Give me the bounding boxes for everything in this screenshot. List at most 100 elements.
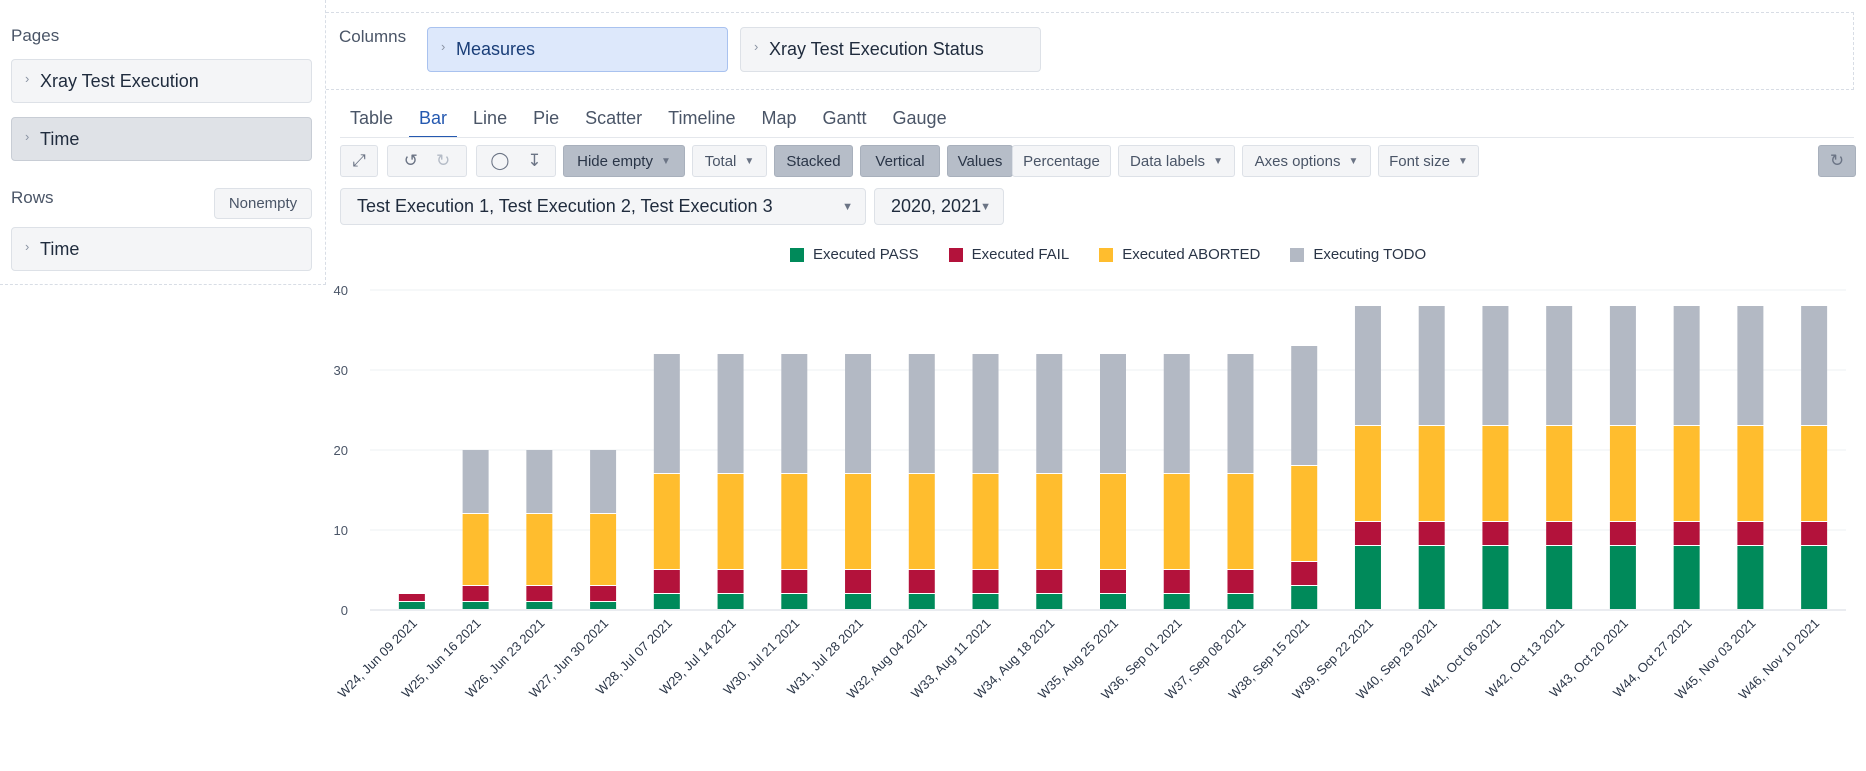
year-filter-value: 2020, 2021 (891, 196, 982, 216)
redo-icon[interactable]: ↻ (436, 151, 451, 170)
chevron-right-icon: › (25, 71, 30, 86)
tab-map[interactable]: Map (761, 108, 797, 128)
column-item-xray-status[interactable]: › Xray Test Execution Status (740, 27, 1041, 72)
bar-segment (1673, 522, 1700, 545)
bar-segment (1036, 594, 1063, 609)
bar-segment (1163, 570, 1190, 593)
bar-segment (1354, 522, 1381, 545)
tab-timeline[interactable]: Timeline (668, 108, 736, 128)
bar-segment (653, 594, 680, 609)
bar-segment (1036, 474, 1063, 569)
tab-gauge[interactable]: Gauge (892, 108, 947, 128)
bar-segment (1546, 546, 1573, 609)
bar-segment (1100, 474, 1126, 569)
bar-segment (1673, 426, 1700, 521)
bar-segment (590, 514, 617, 585)
bar-segment (1100, 354, 1126, 473)
legend-item-aborted[interactable]: Executed ABORTED (1099, 246, 1260, 263)
page-item-time[interactable]: › Time (11, 117, 312, 161)
legend-label: Executed ABORTED (1122, 246, 1261, 263)
bar-segment (1291, 466, 1318, 561)
test-execution-filter[interactable]: Test Execution 1, Test Execution 2, Test… (340, 188, 866, 225)
bar-segment (1291, 586, 1318, 609)
columns-area: Columns › Measures › Xray Test Execution… (326, 12, 1854, 90)
tab-bar[interactable]: Bar (409, 104, 458, 138)
chart-type-tabs: Table Bar Line Pie Scatter Timeline Map … (340, 104, 963, 138)
bar-segment (717, 570, 744, 593)
bar-segment (1036, 570, 1063, 593)
data-labels-dropdown[interactable]: Data labels ▼ (1118, 145, 1235, 177)
bar-segment (1354, 546, 1381, 609)
bar-segment (845, 570, 872, 593)
tab-gantt[interactable]: Gantt (822, 108, 867, 128)
bar-segment (1546, 522, 1573, 545)
bar-segment (1737, 546, 1764, 609)
bar-segment (1163, 474, 1190, 569)
bar-segment (590, 602, 617, 609)
legend-item-pass[interactable]: Executed PASS (790, 246, 919, 263)
undo-icon[interactable]: ↺ (403, 151, 418, 170)
chevron-down-icon: ▼ (1457, 155, 1468, 167)
comment-icon[interactable]: ◯ (490, 151, 510, 170)
bar-segment (1609, 522, 1636, 545)
row-item-time[interactable]: › Time (11, 227, 312, 271)
year-filter[interactable]: 2020, 2021 ▼ (874, 188, 1004, 225)
data-labels-label: Data labels (1130, 152, 1206, 170)
bar-segment (526, 602, 553, 609)
axes-options-dropdown[interactable]: Axes options ▼ (1242, 145, 1371, 177)
bar-segment (1546, 426, 1573, 521)
legend-item-fail[interactable]: Executed FAIL (948, 246, 1069, 263)
chevron-right-icon: › (754, 39, 759, 54)
bar-segment (717, 354, 744, 473)
hide-empty-dropdown[interactable]: Hide empty ▼ (563, 145, 685, 177)
export-icon[interactable]: ↧ (527, 151, 542, 170)
bar-segment (908, 594, 935, 609)
values-toggle[interactable]: Values (947, 145, 1013, 177)
bar-segment (781, 594, 808, 609)
axes-options-label: Axes options (1254, 152, 1341, 170)
column-item-measures[interactable]: › Measures (427, 27, 728, 72)
chevron-right-icon: › (441, 39, 446, 54)
bar-segment (1291, 562, 1318, 585)
vertical-toggle[interactable]: Vertical (860, 145, 940, 177)
bar-segment (1291, 346, 1318, 465)
rows-title: Rows (11, 188, 54, 207)
total-dropdown[interactable]: Total ▼ (692, 145, 767, 177)
font-size-dropdown[interactable]: Font size ▼ (1378, 145, 1479, 177)
tab-scatter[interactable]: Scatter (585, 108, 643, 128)
bar-segment (1737, 426, 1764, 521)
columns-title: Columns (339, 27, 407, 46)
y-tick-label: 30 (334, 363, 348, 378)
nonempty-button[interactable]: Nonempty (214, 188, 312, 219)
stacked-toggle[interactable]: Stacked (774, 145, 853, 177)
chevron-down-icon: ▼ (1213, 155, 1223, 167)
chevron-down-icon: ▼ (980, 200, 991, 213)
bar-segment (462, 586, 489, 601)
fullscreen-icon: ⤢ (352, 151, 366, 170)
page-item-label: Time (40, 128, 80, 149)
legend-item-todo[interactable]: Executing TODO (1290, 246, 1426, 263)
bar-segment (462, 602, 489, 609)
chevron-down-icon: ▼ (660, 155, 671, 167)
bar-segment (462, 450, 489, 513)
refresh-icon: ↻ (1829, 151, 1845, 170)
chevron-down-icon: ▼ (1348, 155, 1359, 167)
tabs-divider (340, 137, 1854, 138)
refresh-button[interactable]: ↻ (1818, 145, 1856, 177)
row-item-label: Time (40, 238, 80, 259)
tab-line[interactable]: Line (473, 108, 508, 128)
percentage-toggle[interactable]: Percentage (1012, 145, 1111, 177)
total-label: Total (704, 152, 737, 170)
bar-segment (781, 354, 808, 473)
page-item-xray-test-execution[interactable]: › Xray Test Execution (11, 59, 312, 103)
y-tick-label: 20 (334, 443, 348, 458)
tab-table[interactable]: Table (350, 108, 394, 128)
bar-segment (972, 354, 999, 473)
fullscreen-button[interactable]: ⤢ (340, 145, 378, 177)
tab-pie[interactable]: Pie (533, 108, 560, 128)
legend-swatch (1099, 247, 1114, 262)
bar-segment (590, 450, 617, 513)
bar-segment (1036, 354, 1063, 473)
bar-segment (908, 570, 935, 593)
